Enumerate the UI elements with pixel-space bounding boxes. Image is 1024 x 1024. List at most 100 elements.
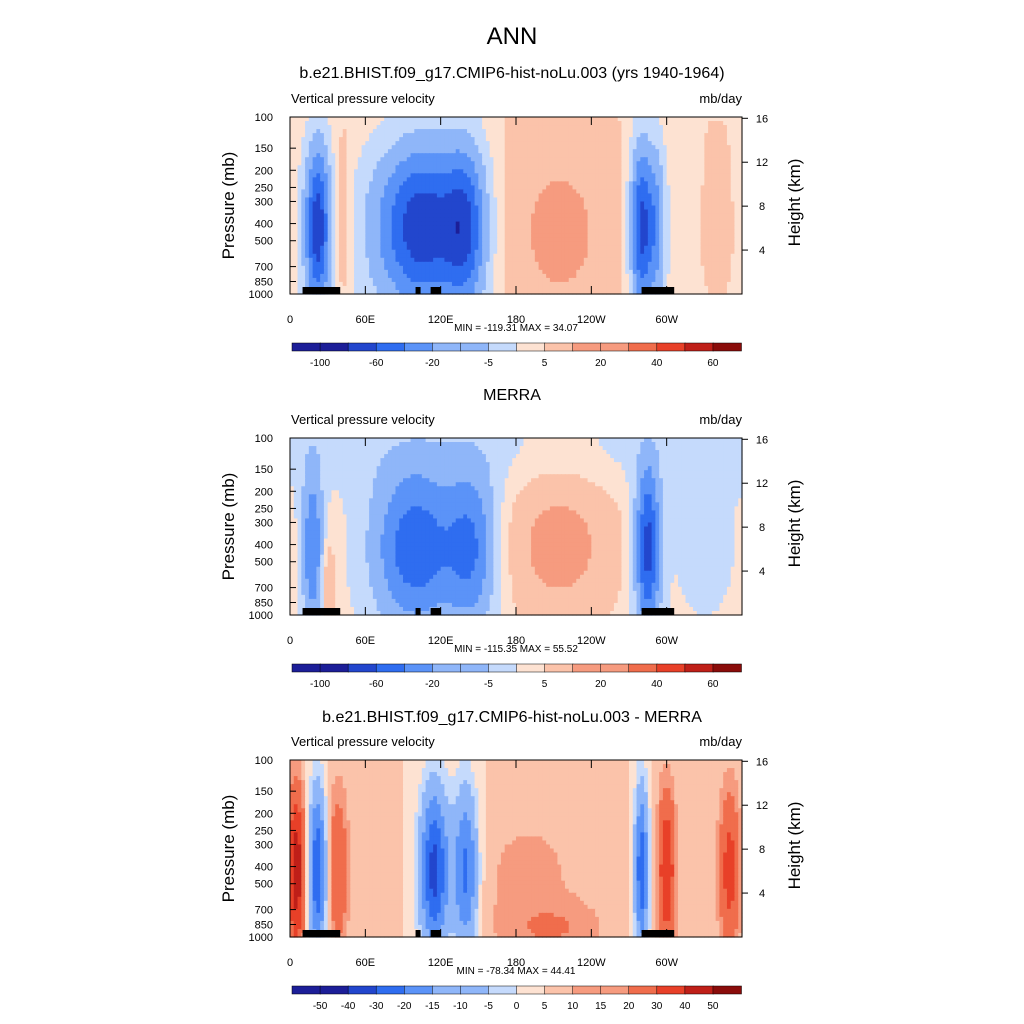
heatmap-cell: [542, 229, 547, 235]
heatmap-cell: [508, 181, 513, 186]
heatmap-cell: [553, 221, 559, 227]
heatmap-cell: [331, 209, 336, 215]
heatmap-cell: [365, 145, 370, 150]
heatmap-cell: [376, 121, 381, 126]
heatmap-cell: [723, 153, 728, 158]
heatmap-cell: [629, 177, 634, 182]
heatmap-cell: [463, 281, 468, 287]
heatmap-cell: [440, 241, 446, 247]
heatmap-cell: [474, 145, 479, 150]
heatmap-cell: [387, 193, 393, 199]
heatmap-cell: [335, 117, 340, 122]
heatmap-cell: [538, 169, 543, 174]
heatmap-cell: [342, 169, 348, 174]
heatmap-cell: [497, 161, 502, 166]
heatmap-cell: [553, 197, 559, 203]
heatmap-cell: [564, 169, 570, 174]
heatmap-cell: [451, 181, 457, 186]
heatmap-cell: [316, 141, 321, 146]
heatmap-cell: [659, 165, 664, 170]
heatmap-cell: [500, 157, 506, 162]
heatmap-cell: [598, 177, 604, 182]
heatmap-cell: [421, 229, 427, 235]
heatmap-cell: [467, 153, 472, 158]
heatmap-cell: [568, 165, 574, 170]
heatmap-cell: [451, 185, 457, 191]
heatmap-cell: [681, 205, 687, 211]
heatmap-cell: [455, 277, 461, 283]
heatmap-cell: [674, 221, 679, 227]
heatmap-cell: [399, 169, 404, 174]
heatmap-cell: [308, 225, 314, 231]
heatmap-cell: [290, 273, 295, 279]
heatmap-cell: [376, 269, 381, 275]
heatmap-cell: [301, 117, 306, 122]
heatmap-cell: [459, 229, 464, 235]
heatmap-cell: [700, 185, 705, 191]
heatmap-cell: [715, 137, 720, 142]
heatmap-cell: [504, 117, 510, 122]
heatmap-cell: [568, 265, 574, 271]
heatmap-cell: [572, 177, 577, 182]
heatmap-cell: [723, 177, 728, 182]
heatmap-cell: [323, 241, 329, 247]
heatmap-cell: [316, 153, 321, 158]
heatmap-cell: [715, 161, 720, 166]
heatmap-cell: [346, 125, 351, 130]
heatmap-cell: [410, 181, 415, 186]
heatmap-cell: [538, 277, 543, 283]
heatmap-cell: [553, 209, 559, 215]
heatmap-cell: [689, 181, 694, 186]
heatmap-cell: [666, 145, 672, 150]
heatmap-cell: [602, 277, 607, 283]
heatmap-cell: [482, 157, 487, 162]
heatmap-cell: [338, 265, 344, 271]
heatmap-cell: [455, 229, 461, 235]
heatmap-cell: [572, 213, 577, 219]
heatmap-cell: [395, 245, 400, 251]
heatmap-cell: [414, 153, 419, 158]
heatmap-cell: [708, 173, 713, 178]
heatmap-cell: [440, 149, 446, 154]
heatmap-cell: [647, 205, 653, 211]
heatmap-cell: [508, 281, 513, 287]
heatmap-cell: [659, 233, 664, 239]
heatmap-cell: [591, 245, 596, 251]
heatmap-cell: [425, 173, 430, 178]
heatmap-cell: [644, 225, 649, 231]
heatmap-cell: [561, 141, 566, 146]
heatmap-cell: [670, 157, 675, 162]
heatmap-cell: [418, 181, 423, 186]
heatmap-cell: [331, 133, 336, 138]
heatmap-cell: [632, 181, 638, 186]
heatmap-cell: [591, 133, 596, 138]
heatmap-cell: [414, 133, 419, 138]
heatmap-cell: [564, 185, 570, 191]
heatmap-cell: [655, 237, 660, 243]
heatmap-cell: [380, 125, 385, 130]
heatmap-cell: [610, 153, 615, 158]
heatmap-cell: [636, 121, 641, 126]
heatmap-cell: [662, 209, 668, 215]
heatmap-cell: [320, 213, 325, 219]
heatmap-cell: [357, 221, 363, 227]
heatmap-cell: [372, 229, 378, 235]
heatmap-cell: [308, 145, 314, 150]
heatmap-cell: [531, 161, 536, 166]
heatmap-cell: [666, 277, 672, 283]
heatmap-cell: [512, 233, 517, 239]
heatmap-cell: [414, 181, 419, 186]
heatmap-cell: [440, 185, 446, 191]
heatmap-cell: [655, 277, 660, 283]
heatmap-cell: [414, 161, 419, 166]
heatmap-cell: [380, 217, 385, 223]
heatmap-cell: [546, 165, 551, 170]
heatmap-cell: [738, 161, 743, 166]
heatmap-cell: [696, 225, 702, 231]
heatmap-cell: [376, 133, 381, 138]
heatmap-cell: [689, 253, 694, 259]
heatmap-cell: [448, 169, 453, 174]
heatmap-cell: [290, 161, 295, 166]
heatmap-cell: [636, 209, 641, 215]
heatmap-cell: [406, 245, 412, 251]
